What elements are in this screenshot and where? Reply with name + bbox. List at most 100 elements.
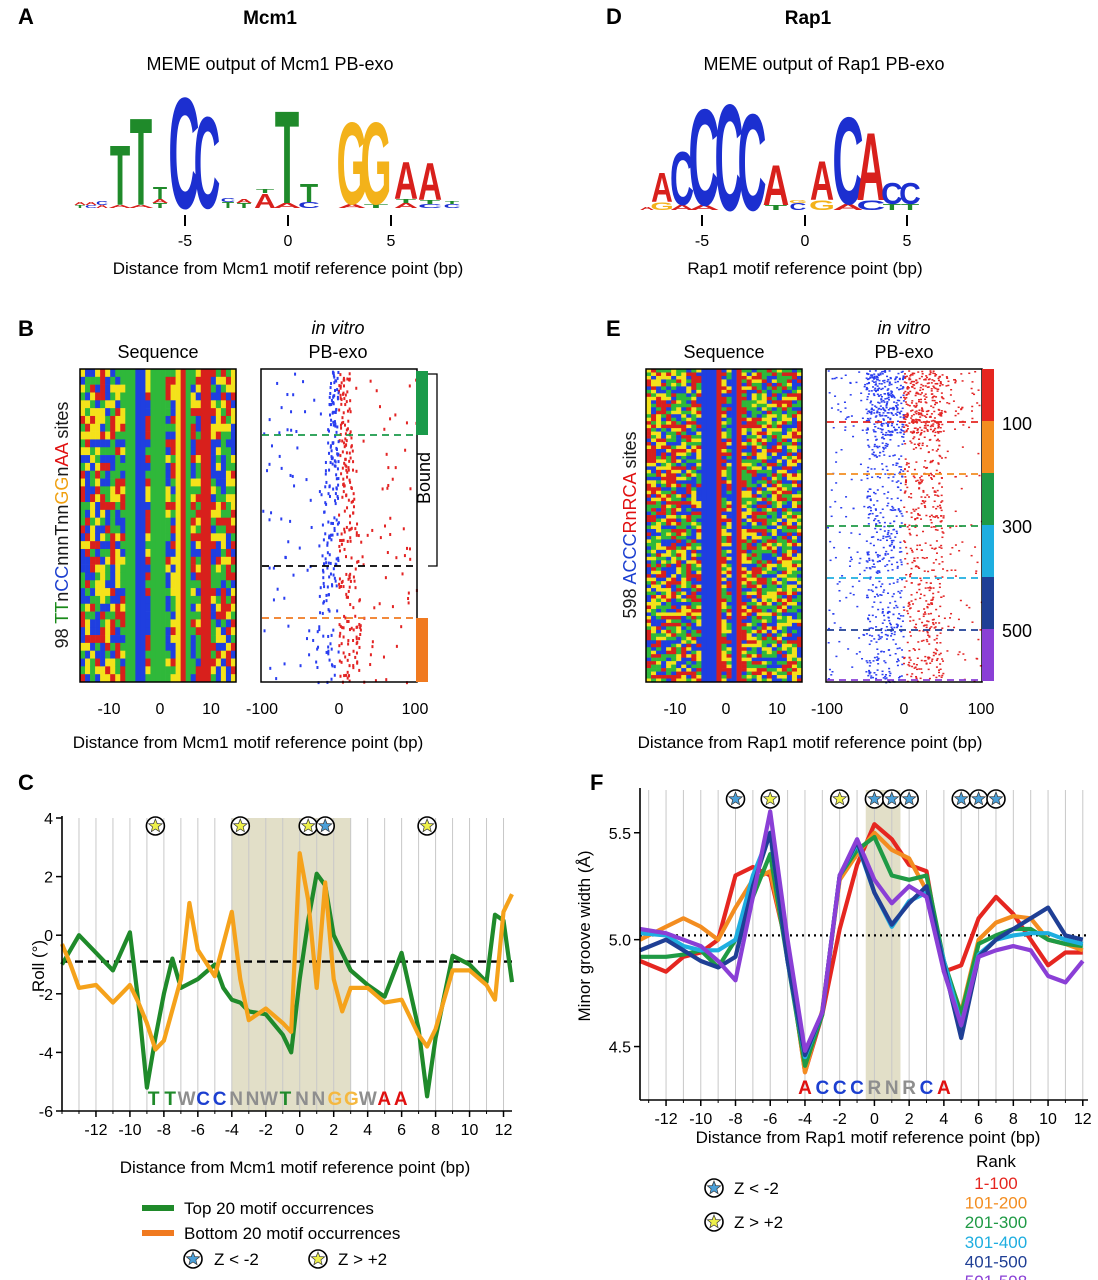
sequence-cell: [681, 525, 687, 530]
pbexo-signal: [887, 592, 890, 594]
sequence-cell: [220, 431, 227, 440]
sequence-cell: [115, 627, 121, 636]
sequence-cell: [756, 445, 763, 450]
pbexo-signal: [959, 599, 962, 602]
panel-d-xaxis: -5 0 5 Rap1 motif reference point (bp): [687, 215, 923, 278]
logo-letter: C: [221, 197, 236, 203]
sequence-cell: [791, 382, 798, 387]
pbexo-signal: [896, 420, 899, 423]
sequence-cell: [776, 608, 783, 613]
sequence-cell: [776, 591, 783, 596]
pbexo-signal: [880, 636, 883, 638]
pbexo-signal: [354, 567, 357, 571]
pbexo-signal: [893, 454, 896, 456]
sequence-cell: [110, 658, 116, 667]
sequence-cell: [95, 517, 101, 526]
sequence-cell: [776, 382, 783, 387]
sequence-cell: [666, 626, 672, 631]
sequence-cell: [656, 511, 662, 516]
sequence-cell: [761, 487, 768, 492]
sequence-cell: [165, 455, 171, 464]
sequence-cell: [761, 643, 768, 648]
sequence-cell: [656, 654, 662, 658]
sequence-cell: [786, 410, 793, 415]
sequence-cell: [85, 525, 91, 534]
sequence-cell: [726, 410, 732, 415]
sequence-cell: [646, 473, 652, 478]
sequence-cell: [651, 574, 657, 578]
pbexo-signal: [880, 631, 883, 634]
pbexo-signal: [971, 381, 974, 383]
sequence-cell: [751, 605, 758, 610]
sequence-cell: [796, 438, 803, 443]
sequence-cell: [105, 650, 111, 659]
sequence-cell: [751, 379, 758, 384]
pbexo-signal: [374, 679, 377, 683]
sequence-cell: [721, 556, 727, 561]
sequence-cell: [696, 636, 702, 641]
pbexo-signal: [339, 393, 342, 397]
sequence-cell: [756, 678, 763, 683]
sequence-cell: [671, 633, 677, 638]
sequence-cell: [751, 455, 758, 460]
sequence-cell: [746, 549, 752, 554]
sequence-cell: [115, 517, 121, 526]
pbexo-signal: [905, 462, 908, 464]
sequence-cell: [781, 438, 788, 443]
pbexo-signal: [340, 532, 343, 536]
sequence-cell: [110, 494, 116, 503]
sequence-cell: [666, 664, 672, 669]
sequence-cell: [656, 483, 662, 488]
sequence-cell: [115, 533, 121, 542]
pbexo-signal: [341, 466, 344, 470]
sequence-cell: [786, 497, 793, 502]
sequence-cell: [771, 664, 778, 669]
pbexo-signal: [268, 418, 271, 422]
sequence-cell: [726, 591, 732, 596]
sequence-cell: [776, 511, 783, 516]
sequence-cell: [170, 611, 176, 620]
sequence-cell: [721, 615, 727, 620]
sequence-cell: [761, 424, 768, 429]
pbexo-signal: [327, 441, 330, 445]
sequence-cell: [681, 522, 687, 526]
pbexo-signal: [887, 396, 890, 399]
sequence-cell: [761, 480, 768, 485]
pbexo-signal: [357, 559, 360, 563]
sequence-cell: [696, 410, 702, 415]
sequence-cell: [651, 417, 657, 422]
sequence-cell: [726, 598, 732, 603]
sequence-cell: [751, 675, 758, 679]
sequence-cell: [771, 386, 778, 391]
pbexo-signal: [895, 481, 898, 483]
sequence-cell: [721, 431, 727, 436]
sequence-cell: [220, 478, 227, 487]
logo-letter: G: [360, 98, 391, 229]
pbexo-signal: [338, 585, 341, 589]
sequence-cell: [651, 591, 657, 596]
sequence-cell: [756, 654, 763, 658]
sequence-cell: [105, 533, 111, 542]
pbexo-signal: [345, 595, 348, 599]
sequence-cell: [691, 549, 697, 554]
sequence-cell: [230, 541, 237, 550]
sequence-cell: [761, 452, 768, 457]
sequence-cell: [105, 564, 111, 573]
sequence-cell: [746, 497, 752, 502]
pbexo-signal: [325, 599, 328, 603]
pbexo-signal: [922, 613, 925, 615]
sequence-cell: [756, 556, 763, 561]
sequence-cell: [766, 476, 773, 481]
sequence-cell: [85, 408, 91, 417]
sequence-cell: [766, 469, 773, 474]
sequence-cell: [165, 548, 171, 558]
sequence-cell: [766, 466, 773, 471]
pbexo-signal: [913, 419, 916, 421]
sequence-cell: [741, 678, 747, 683]
pbexo-signal: [879, 601, 882, 604]
pbexo-signal: [887, 430, 890, 432]
sequence-cell: [721, 647, 727, 651]
pbexo-signal: [954, 381, 957, 384]
pbexo-signal: [866, 594, 869, 597]
